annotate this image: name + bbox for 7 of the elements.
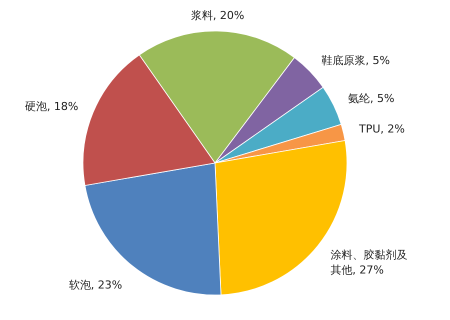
slice-label: 浆料, 20%: [190, 9, 244, 22]
slice-label: 软泡, 23%: [68, 278, 122, 292]
slice-label: 涂料、胶黏剂及其他, 27%: [330, 248, 408, 277]
slice-label: 氨纶, 5%: [348, 92, 394, 106]
slice-label: 鞋底原浆, 5%: [321, 54, 390, 68]
slice-label: 硬泡, 18%: [24, 100, 78, 114]
slice-label: TPU, 2%: [358, 122, 405, 136]
